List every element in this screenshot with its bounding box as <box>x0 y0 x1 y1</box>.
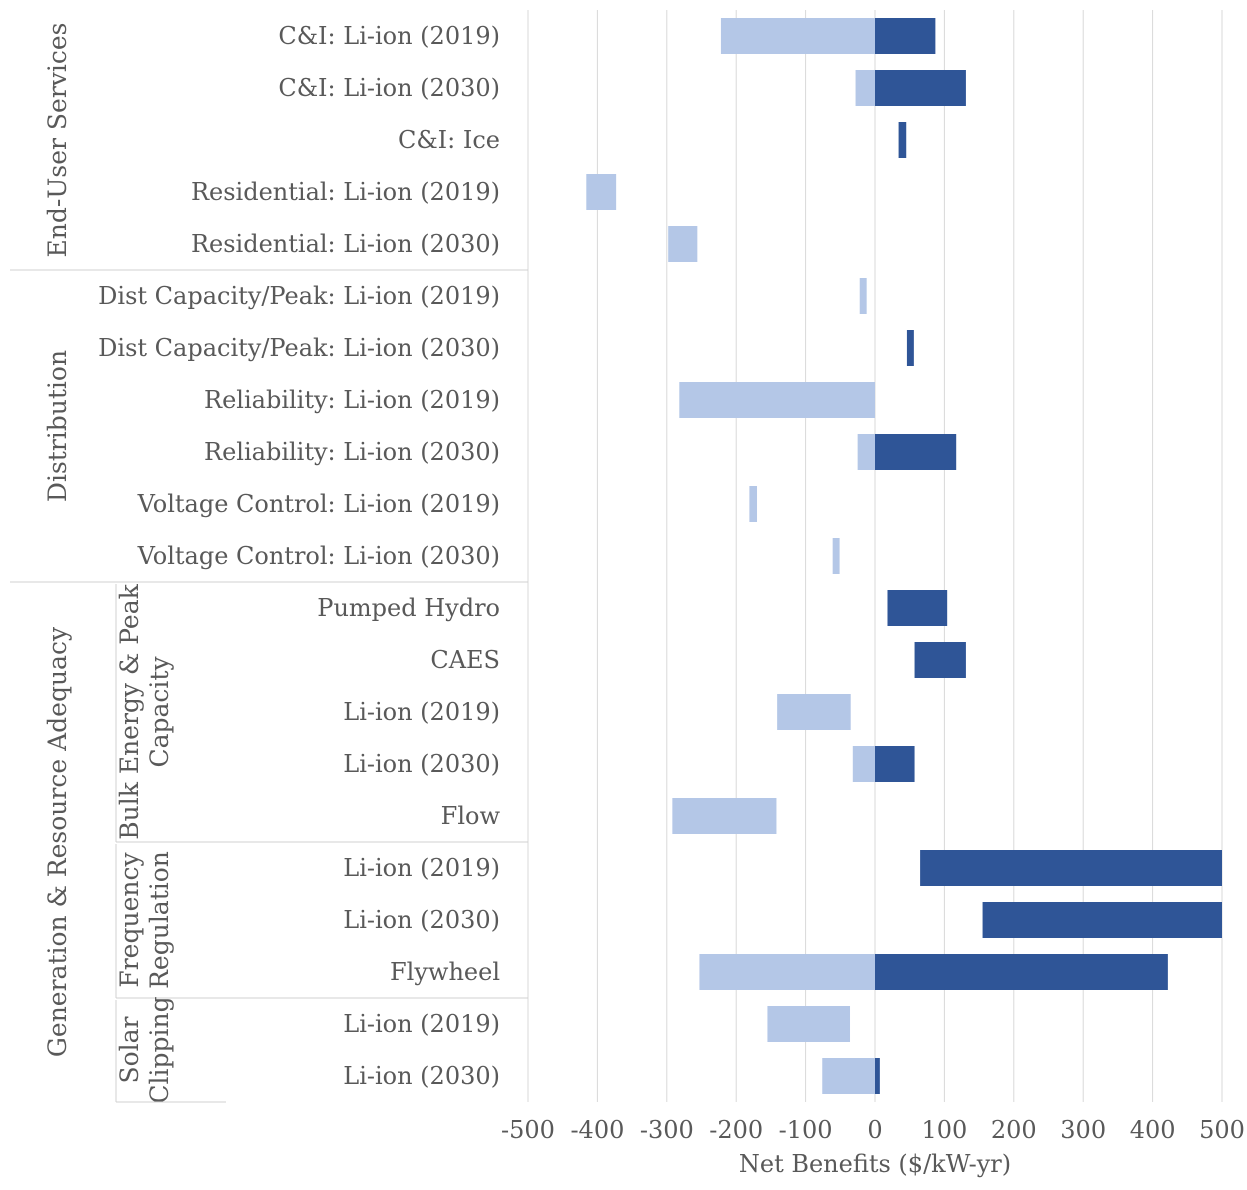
category-label: CAES <box>430 646 500 674</box>
bar-positive-range <box>875 18 936 54</box>
x-tick-label: -100 <box>779 1116 833 1144</box>
category-label: Li-ion (2030) <box>343 906 500 934</box>
category-label: C&I: Li-ion (2019) <box>278 22 500 50</box>
category-label: Flywheel <box>390 958 500 986</box>
bar-positive-range <box>875 1058 880 1094</box>
x-axis-title: Net Benefits ($/kW-yr) <box>739 1150 1011 1178</box>
bar-negative-range <box>857 434 875 470</box>
bar-negative-range <box>668 226 698 262</box>
bar-negative-range <box>767 1006 851 1042</box>
subgroup-label: Capacity <box>145 656 174 768</box>
bar-negative-range <box>699 954 875 990</box>
category-label: Residential: Li-ion (2019) <box>191 178 500 206</box>
x-tick-label: 400 <box>1130 1116 1176 1144</box>
category-label: Dist Capacity/Peak: Li-ion (2030) <box>98 334 500 362</box>
bar-negative-range <box>832 538 840 574</box>
category-label: Dist Capacity/Peak: Li-ion (2019) <box>98 282 500 310</box>
subgroup-label: Clipping <box>145 996 174 1103</box>
bar-positive-range <box>906 330 914 366</box>
category-label: Pumped Hydro <box>317 594 500 622</box>
category-label: Li-ion (2019) <box>343 698 500 726</box>
bar-positive-range <box>914 642 966 678</box>
category-label: Li-ion (2019) <box>343 1010 500 1038</box>
category-label: Residential: Li-ion (2030) <box>191 230 500 258</box>
bar-negative-range <box>859 278 867 314</box>
x-tick-label: 300 <box>1060 1116 1106 1144</box>
x-tick-label: 500 <box>1199 1116 1245 1144</box>
x-tick-label: -500 <box>501 1116 555 1144</box>
bar-negative-range <box>586 174 617 210</box>
subgroup-label: Regulation <box>145 851 174 989</box>
subgroup-label: Frequency <box>115 852 144 988</box>
x-tick-label: 200 <box>991 1116 1037 1144</box>
bar-positive-range <box>887 590 948 626</box>
bar-positive-range <box>875 70 966 106</box>
bar-negative-range <box>777 694 851 730</box>
bar-negative-range <box>855 70 875 106</box>
bar-positive-range <box>875 954 1168 990</box>
bar-negative-range <box>822 1058 875 1094</box>
bar-negative-range <box>749 486 758 522</box>
bar-positive-range <box>875 434 957 470</box>
category-label: Reliability: Li-ion (2030) <box>204 438 500 466</box>
x-tick-label: -300 <box>640 1116 694 1144</box>
bar-positive-range <box>982 902 1222 938</box>
x-tick-label: -200 <box>709 1116 763 1144</box>
x-tick-label: 0 <box>867 1116 882 1144</box>
category-label: Li-ion (2030) <box>343 750 500 778</box>
group-label: Distribution <box>43 350 72 502</box>
group-label: End-User Services <box>43 22 72 257</box>
x-tick-label: -400 <box>570 1116 624 1144</box>
category-label: Voltage Control: Li-ion (2030) <box>137 542 500 570</box>
x-tick-label: 100 <box>921 1116 967 1144</box>
group-label: Generation & Resource Adequacy <box>43 626 72 1057</box>
category-label: Voltage Control: Li-ion (2019) <box>137 490 500 518</box>
subgroup-label: Solar <box>115 1016 144 1083</box>
category-label: Reliability: Li-ion (2019) <box>204 386 500 414</box>
bar-negative-range <box>852 746 875 782</box>
category-label: C&I: Li-ion (2030) <box>278 74 500 102</box>
bar-negative-range <box>672 798 777 834</box>
bar-positive-range <box>920 850 1222 886</box>
bar-negative-range <box>679 382 875 418</box>
bar-positive-range <box>875 746 915 782</box>
category-label: Li-ion (2030) <box>343 1062 500 1090</box>
category-label: Flow <box>441 802 501 830</box>
subgroup-label: Bulk Energy & Peak <box>115 583 144 839</box>
bar-positive-range <box>898 122 907 158</box>
category-label: C&I: Ice <box>398 126 500 154</box>
bar-negative-range <box>720 18 875 54</box>
category-label: Li-ion (2019) <box>343 854 500 882</box>
